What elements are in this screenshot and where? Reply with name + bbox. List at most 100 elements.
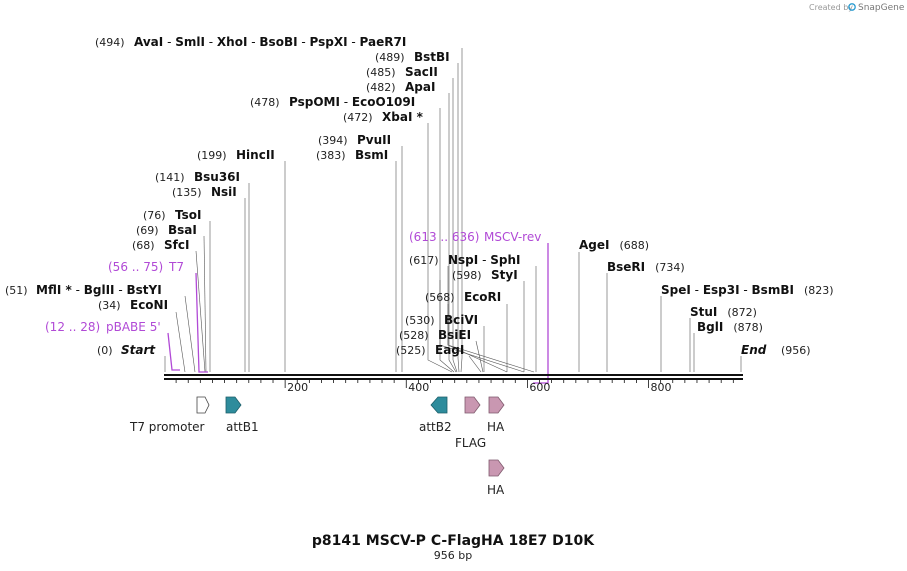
feature-label: attB2	[419, 420, 452, 434]
end-position: (956)	[781, 344, 811, 357]
enzyme-site[interactable]: PvuII (394)	[318, 133, 391, 147]
credit-brand[interactable]: SnapGene	[858, 3, 905, 13]
enzyme-site[interactable]: EcoNI (34)	[98, 298, 168, 312]
enzyme-labels: AvaI - SmlI - XhoI - BsoBI - PspXI - Pae…	[5, 35, 834, 357]
scale-tick-label: 600	[529, 381, 550, 394]
enzyme-name[interactable]: BciVI	[444, 313, 478, 327]
enzyme-name[interactable]: EcoNI	[130, 298, 168, 312]
scale-tick-label: 800	[651, 381, 672, 394]
plasmid-length: 956 bp	[434, 549, 472, 562]
enzyme-position: (494)	[95, 36, 125, 49]
enzyme-site[interactable]: PspOMI - EcoO109I (478)	[250, 95, 415, 109]
ha-arrow-2[interactable]	[488, 459, 505, 477]
enzyme-name[interactable]: EagI	[435, 343, 464, 357]
enzyme-name[interactable]: SpeI - Esp3I - BsmBI	[661, 283, 794, 297]
enzyme-position: (530)	[405, 314, 435, 327]
primer-name[interactable]: pBABE 5'	[106, 320, 161, 334]
enzyme-name[interactable]: MflI * - BglII - BstYI	[36, 283, 162, 297]
enzyme-site[interactable]: SpeI - Esp3I - BsmBI (823)	[661, 283, 834, 297]
enzyme-name[interactable]: PspOMI - EcoO109I	[289, 95, 415, 109]
feature-label: HA	[487, 420, 505, 434]
enzyme-name[interactable]: StuI	[690, 305, 717, 319]
primer-range: (613 .. 636)	[409, 230, 479, 244]
credit-created-by: Created by	[809, 3, 853, 12]
enzyme-name[interactable]: Bsu36I	[194, 170, 240, 184]
attb2-arrow[interactable]	[430, 396, 448, 414]
enzyme-site[interactable]: XbaI * (472)	[343, 110, 424, 124]
primer-name[interactable]: MSCV-rev	[484, 230, 541, 244]
enzyme-name[interactable]: ApaI	[405, 80, 435, 94]
enzyme-position: (598)	[452, 269, 482, 282]
enzyme-name[interactable]: EcoRI	[464, 290, 501, 304]
cut-site-lines	[164, 48, 742, 373]
enzyme-name[interactable]: SfcI	[164, 238, 189, 252]
enzyme-name[interactable]: AvaI - SmlI - XhoI - BsoBI - PspXI - Pae…	[134, 35, 406, 49]
enzyme-site[interactable]: StyI (598)	[452, 268, 518, 282]
enzyme-site[interactable]: BglI (878)	[697, 320, 763, 334]
enzyme-name[interactable]: BsaI	[168, 223, 197, 237]
enzyme-position: (34)	[98, 299, 121, 312]
enzyme-site[interactable]: BsmI (383)	[316, 148, 388, 162]
enzyme-site[interactable]: NsiI (135)	[172, 185, 237, 199]
start-label: Start	[121, 343, 156, 357]
enzyme-site[interactable]: AvaI - SmlI - XhoI - BsoBI - PspXI - Pae…	[95, 35, 406, 49]
enzyme-name[interactable]: TsoI	[175, 208, 201, 222]
enzyme-name[interactable]: PvuII	[357, 133, 391, 147]
enzyme-site[interactable]: TsoI (76)	[143, 208, 201, 222]
enzyme-position: (489)	[375, 51, 405, 64]
enzyme-site[interactable]: EagI (525)	[396, 343, 464, 357]
flag-arrow[interactable]	[464, 396, 481, 414]
enzyme-position: (76)	[143, 209, 166, 222]
scale-ticks: 200 400 600 800	[175, 380, 734, 394]
enzyme-position: (688)	[619, 239, 649, 252]
ha-arrow[interactable]	[488, 396, 505, 414]
scale-tick-label: 400	[408, 381, 429, 394]
enzyme-site[interactable]: BciVI (530)	[405, 313, 478, 327]
enzyme-name[interactable]: AgeI	[579, 238, 609, 252]
enzyme-site[interactable]: BsiEI (528)	[399, 328, 471, 342]
enzyme-position: (51)	[5, 284, 28, 297]
feature-label: HA	[487, 483, 505, 497]
enzyme-site[interactable]: SfcI (68)	[132, 238, 189, 252]
enzyme-position: (734)	[655, 261, 685, 274]
t7-promoter-arrow[interactable]	[196, 396, 210, 414]
enzyme-site[interactable]: BstBI (489)	[375, 50, 450, 64]
primer-pbabe-line	[167, 332, 180, 371]
backbone-bottom-strand	[164, 378, 743, 380]
start-position: (0)	[97, 344, 113, 357]
enzyme-name[interactable]: BsmI	[355, 148, 388, 162]
enzyme-position: (68)	[132, 239, 155, 252]
enzyme-position: (141)	[155, 171, 185, 184]
attb1-arrow[interactable]	[225, 396, 242, 414]
enzyme-site[interactable]: MflI * - BglII - BstYI (51)	[5, 283, 162, 297]
primer-name[interactable]: T7	[168, 260, 184, 274]
enzyme-site[interactable]: BsaI (69)	[136, 223, 197, 237]
enzyme-name[interactable]: BsiEI	[438, 328, 471, 342]
enzyme-site[interactable]: NspI - SphI (617)	[409, 253, 520, 267]
enzyme-name[interactable]: NspI - SphI	[448, 253, 520, 267]
enzyme-site[interactable]: ApaI (482)	[366, 80, 435, 94]
features: T7 promoter attB1 attB2 FLAG HA HA	[129, 396, 505, 497]
enzyme-site[interactable]: BseRI (734)	[607, 260, 685, 274]
feature-label: FLAG	[455, 436, 486, 450]
enzyme-name[interactable]: SacII	[405, 65, 438, 79]
enzyme-position: (485)	[366, 66, 396, 79]
feature-label: attB1	[226, 420, 259, 434]
primer-mscv-rev-line	[533, 243, 549, 384]
enzyme-name[interactable]: BstBI	[414, 50, 450, 64]
end-label: End	[741, 343, 767, 357]
enzyme-name[interactable]: StyI	[491, 268, 518, 282]
enzyme-position: (472)	[343, 111, 373, 124]
enzyme-site[interactable]: AgeI (688)	[579, 238, 649, 252]
enzyme-name[interactable]: NsiI	[211, 185, 237, 199]
plasmid-title: p8141 MSCV-P C-FlagHA 18E7 D10K	[312, 533, 595, 549]
enzyme-site[interactable]: HincII (199)	[197, 148, 275, 162]
enzyme-name[interactable]: HincII	[236, 148, 275, 162]
enzyme-site[interactable]: SacII (485)	[366, 65, 438, 79]
enzyme-site[interactable]: Bsu36I (141)	[155, 170, 240, 184]
enzyme-name[interactable]: BglI	[697, 320, 723, 334]
enzyme-site[interactable]: EcoRI (568)	[425, 290, 501, 304]
enzyme-name[interactable]: XbaI *	[382, 110, 424, 124]
enzyme-name[interactable]: BseRI	[607, 260, 645, 274]
enzyme-site[interactable]: StuI (872)	[690, 305, 757, 319]
